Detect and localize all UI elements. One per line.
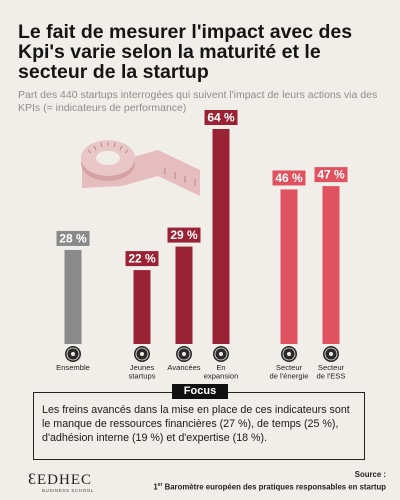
page-subtitle: Part des 440 startups interrogées qui su… [18, 89, 378, 114]
category-label-5-0: Secteur [318, 363, 345, 372]
value-label-bg-1 [125, 251, 159, 267]
book-icon [323, 346, 339, 362]
seedling-icon [134, 346, 150, 362]
category-label-4-1: de l'énergie [269, 372, 308, 381]
category-label-1-0: Jeunes [130, 363, 155, 372]
category-label-5-1: de l'ESS [317, 372, 346, 381]
value-label-bg-3 [204, 110, 238, 125]
sprout-icon [176, 346, 192, 362]
bar-3 [212, 129, 230, 344]
energy-leaf-icon [281, 346, 297, 362]
source-note: Source : 1er Baromètre européen des prat… [126, 470, 386, 493]
category-label-2-0: Avancées [167, 363, 200, 372]
bar-chart: 28 % 22 % 29 % 64 % 46 % 47 % Ensemble Jeuness… [56, 110, 348, 381]
focus-text: Les freins avancés dans la mise en place… [42, 404, 350, 444]
focus-label: Focus [172, 384, 228, 399]
bar-2 [175, 246, 193, 344]
value-label-3: 64 % [207, 111, 235, 125]
bar-4 [280, 189, 298, 344]
value-label-1: 22 % [128, 252, 156, 266]
value-label-bg-4 [272, 170, 306, 186]
source-text: 1er Baromètre européen des pratiques res… [153, 482, 386, 492]
category-label-3-1: expansion [204, 372, 239, 381]
bar-1 [133, 270, 151, 344]
category-label-4-0: Secteur [276, 363, 303, 372]
value-label-bg-2 [167, 227, 201, 243]
value-label-bg-5 [314, 167, 348, 183]
logo-sub-text: BUSINESS SCHOOL [42, 488, 95, 493]
category-label-1-1: startups [128, 372, 155, 381]
bars-group [64, 129, 340, 344]
value-label-5: 47 % [317, 168, 345, 182]
edhec-logo: ƐEDHEC BUSINESS SCHOOL [28, 472, 108, 496]
value-label-2: 29 % [170, 228, 198, 242]
value-label-4: 46 % [275, 171, 303, 185]
logo-main-text: ƐEDHEC [28, 471, 93, 488]
category-label-0-0: Ensemble [56, 363, 90, 372]
bar-5 [322, 186, 340, 344]
page-title: Le fait de mesurer l'impact avec des Kpi… [18, 21, 353, 83]
bar-0 [64, 249, 82, 344]
value-label-0: 28 % [59, 231, 87, 245]
value-label-bg-0 [56, 230, 90, 246]
measuring-tape-icon [81, 140, 200, 196]
focus-box: Les freins avancés dans la mise en place… [33, 392, 365, 460]
source-label: Source : [354, 470, 386, 479]
network-icon [65, 346, 81, 362]
category-label-3-0: En [216, 363, 225, 372]
logo-mark-icon: Ɛ [28, 471, 38, 488]
category-icons-group [65, 346, 339, 362]
value-labels-group: 28 % 22 % 29 % 64 % 46 % 47 % [56, 110, 348, 267]
rocket-icon [213, 346, 229, 362]
